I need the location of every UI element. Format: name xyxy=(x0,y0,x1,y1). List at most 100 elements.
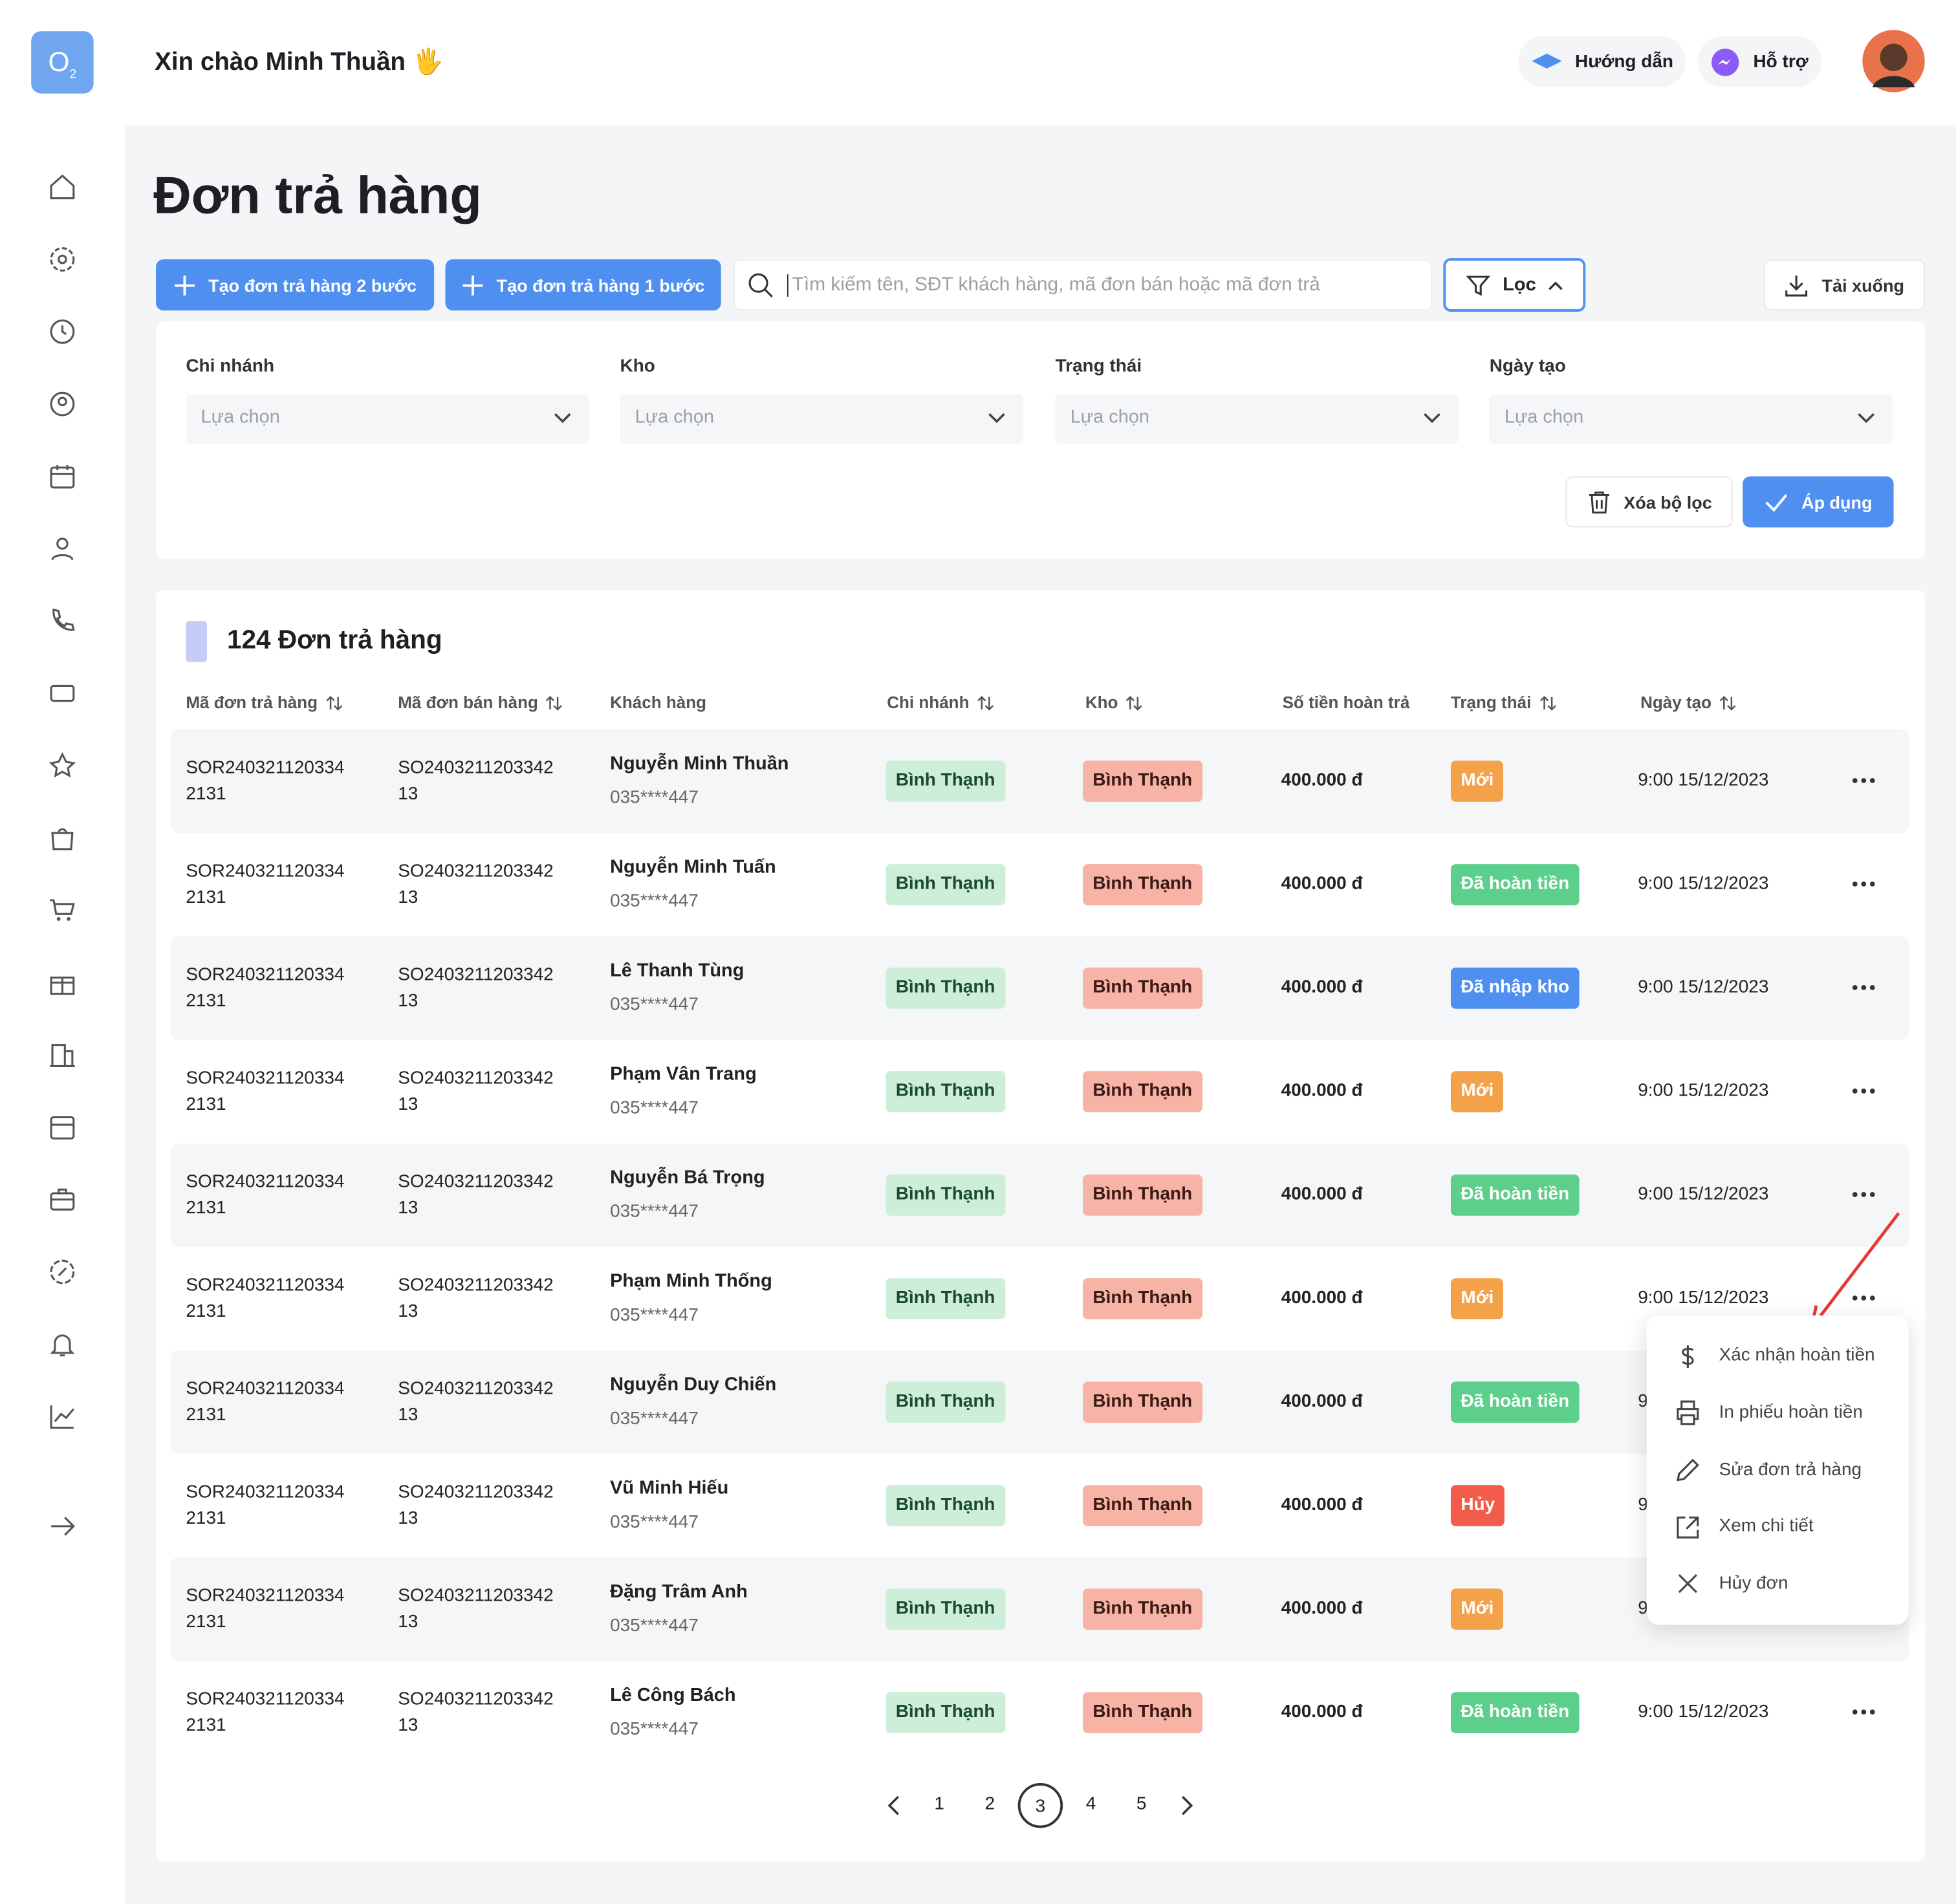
support-button[interactable]: Hỗ trợ xyxy=(1697,36,1821,87)
page-title: Đơn trả hàng xyxy=(153,166,482,225)
nav-discount[interactable] xyxy=(47,1257,77,1286)
clear-filter-button[interactable]: Xóa bộ lọc xyxy=(1565,476,1733,528)
status-badge: Đã hoàn tiền xyxy=(1450,1174,1580,1216)
row-actions[interactable] xyxy=(1851,777,1876,784)
branch-badge: Bình Thạnh xyxy=(886,1174,1005,1216)
menu-item[interactable]: Sửa đơn trả hàng xyxy=(1719,1460,1862,1480)
sort-icon[interactable] xyxy=(1125,694,1143,711)
clear-filter-label: Xóa bộ lọc xyxy=(1624,492,1712,512)
table-row: SOR2403211203342131 SO240321120334213 Đặng… xyxy=(171,1557,1909,1661)
sort-icon[interactable] xyxy=(325,694,343,711)
row-actions[interactable] xyxy=(1851,1191,1876,1198)
create-one-step-button[interactable]: Tạo đơn trả hàng 1 bước xyxy=(445,259,721,311)
created-date: 9:00 15/12/2023 xyxy=(1638,770,1769,791)
sale-id: SO240321120334213 xyxy=(398,1689,554,1736)
plus-icon xyxy=(462,275,483,295)
nav-briefcase[interactable] xyxy=(47,1185,77,1215)
messenger-icon xyxy=(1712,48,1740,76)
search-box[interactable]: Tìm kiếm tên, SĐT khách hàng, mã đơn bán… xyxy=(733,259,1432,311)
created-date: 9:00 15/12/2023 xyxy=(1638,1702,1769,1722)
return-id: SOR2403211203342131 xyxy=(186,1482,345,1529)
sale-id: SO240321120334213 xyxy=(398,1275,554,1322)
status-badge: Đã hoàn tiền xyxy=(1450,864,1580,905)
filter-select[interactable]: Lựa chọn xyxy=(186,394,589,444)
menu-item[interactable]: Xem chi tiết xyxy=(1719,1516,1814,1537)
nav-ticket[interactable] xyxy=(47,678,77,708)
refund-amount: 400.000 đ xyxy=(1281,1702,1363,1722)
sort-icon[interactable] xyxy=(977,694,994,711)
next-page[interactable] xyxy=(1179,1794,1196,1817)
page-number[interactable]: 3 xyxy=(1017,1783,1063,1828)
status-badge: Mới xyxy=(1450,1588,1504,1630)
create-two-step-button[interactable]: Tạo đơn trả hàng 2 bước xyxy=(156,259,435,311)
status-badge: Mới xyxy=(1450,761,1504,802)
nav-user[interactable] xyxy=(47,534,77,563)
search-placeholder: Tìm kiếm tên, SĐT khách hàng, mã đơn bán… xyxy=(787,274,1320,296)
open-icon xyxy=(1677,1516,1699,1539)
table-row: SOR2403211203342131 SO240321120334213 Nguy… xyxy=(171,1350,1909,1455)
nav-gift[interactable] xyxy=(47,968,77,997)
download-button[interactable]: Tải xuống xyxy=(1763,259,1925,311)
nav-expand[interactable] xyxy=(47,1511,77,1541)
page-number[interactable]: 2 xyxy=(984,1794,995,1815)
nav-account[interactable] xyxy=(47,389,77,419)
sale-id: SO240321120334213 xyxy=(398,758,554,805)
page-number[interactable]: 4 xyxy=(1085,1794,1096,1815)
nav-home[interactable] xyxy=(47,172,77,202)
return-id: SOR2403211203342131 xyxy=(186,965,345,1012)
row-actions[interactable] xyxy=(1851,1708,1876,1716)
nav-bag[interactable] xyxy=(47,823,77,852)
column-label: Mã đơn trả hàng xyxy=(186,693,318,712)
column-label: Mã đơn bán hàng xyxy=(398,693,538,712)
filter-select[interactable]: Lựa chọn xyxy=(1055,394,1459,444)
return-id: SOR2403211203342131 xyxy=(186,1379,345,1425)
return-id: SOR2403211203342131 xyxy=(186,758,345,805)
customer-name: Nguyễn Minh Thuần xyxy=(610,753,789,775)
customer-name: Lê Thanh Tùng xyxy=(610,960,744,982)
row-actions[interactable] xyxy=(1851,880,1876,888)
nav-settings[interactable] xyxy=(47,244,77,274)
menu-item[interactable]: In phiếu hoàn tiền xyxy=(1719,1403,1863,1423)
status-badge: Mới xyxy=(1450,1071,1504,1112)
nav-bell[interactable] xyxy=(47,1329,77,1359)
nav-phone[interactable] xyxy=(47,606,77,636)
check-icon xyxy=(1765,493,1788,512)
guide-icon xyxy=(1531,52,1561,69)
row-actions[interactable] xyxy=(1851,1087,1876,1095)
row-actions[interactable] xyxy=(1851,984,1876,991)
chevron-up xyxy=(1548,281,1563,290)
created-date: 9:00 15/12/2023 xyxy=(1638,1288,1769,1308)
column-label: Chi nhánh xyxy=(887,693,970,712)
sort-icon[interactable] xyxy=(545,694,563,711)
menu-item[interactable]: Hủy đơn xyxy=(1719,1574,1788,1594)
filter-button[interactable]: Lọc xyxy=(1443,258,1586,312)
nav-calendar[interactable] xyxy=(47,461,77,491)
avatar[interactable] xyxy=(1862,30,1925,92)
nav-store[interactable] xyxy=(47,1112,77,1142)
prev-page[interactable] xyxy=(884,1794,902,1817)
column-header: Ngày tạo xyxy=(1640,693,1737,712)
row-actions[interactable] xyxy=(1851,1294,1876,1302)
menu-item[interactable]: Xác nhận hoàn tiền xyxy=(1719,1345,1875,1366)
customer-name: Đặng Trâm Anh xyxy=(610,1581,748,1603)
sort-icon[interactable] xyxy=(1719,694,1737,711)
sort-icon[interactable] xyxy=(1539,694,1556,711)
column-label: Trạng thái xyxy=(1450,693,1532,712)
page-number[interactable]: 1 xyxy=(934,1794,944,1815)
column-header: Trạng thái xyxy=(1451,693,1556,712)
nav-star[interactable] xyxy=(47,751,77,781)
nav-history[interactable] xyxy=(47,317,77,347)
nav-report[interactable] xyxy=(47,1401,77,1431)
guide-button[interactable]: Hướng dẫn xyxy=(1518,36,1686,87)
filter-select[interactable]: Lựa chọn xyxy=(1489,394,1893,444)
table-row: SOR2403211203342131 SO240321120334213 Lê C… xyxy=(171,1661,1909,1765)
logo[interactable]: O2 xyxy=(31,31,94,94)
page-number[interactable]: 5 xyxy=(1136,1794,1147,1815)
apply-button[interactable]: Áp dụng xyxy=(1743,476,1894,528)
sidebar: O2 xyxy=(0,0,125,1904)
column-header: Chi nhánh xyxy=(887,693,994,712)
filter-select[interactable]: Lựa chọn xyxy=(620,394,1023,444)
nav-building[interactable] xyxy=(47,1040,77,1070)
nav-cart[interactable] xyxy=(47,895,77,925)
close-icon xyxy=(1678,1574,1697,1594)
